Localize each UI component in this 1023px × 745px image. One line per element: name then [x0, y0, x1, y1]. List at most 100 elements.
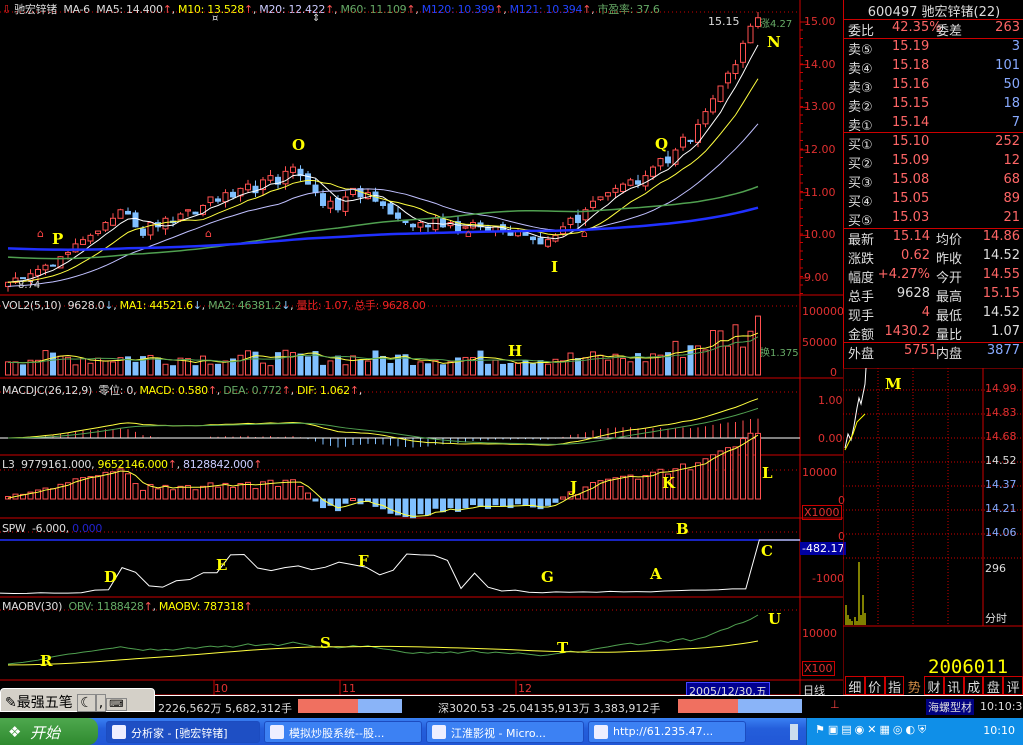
- ma60-line: [7, 185, 759, 260]
- taskbar-item[interactable]: 江淮影视 - Micro...: [426, 721, 584, 743]
- vol-title: VOL2(5,10): [2, 299, 62, 312]
- moon-icon[interactable]: ☾: [77, 694, 96, 712]
- l3-bar: [612, 477, 619, 500]
- l3-bar: [147, 483, 154, 500]
- annotation-b: B: [676, 520, 689, 538]
- volume-bar: [170, 365, 176, 376]
- stat-av: 0.62: [901, 248, 930, 263]
- ask-row: 卖⑤ 15.19 3: [848, 39, 1022, 58]
- tab-4[interactable]: 财: [924, 676, 944, 696]
- annotation-e: E: [216, 556, 228, 574]
- order-p: 15.14: [892, 115, 930, 130]
- order-l: 卖②: [848, 100, 873, 115]
- candle: [320, 193, 326, 206]
- system-tray: ⚑▣▤◉✕▦◎◐⛨ 10:10: [806, 718, 1023, 745]
- start-button[interactable]: ❖ 开始: [0, 718, 98, 745]
- period-label[interactable]: 日线: [803, 684, 825, 697]
- quote-title: 600497 驰宏锌锗(22): [867, 5, 1001, 20]
- tab-3[interactable]: 势: [904, 676, 925, 696]
- order-l: 卖③: [848, 81, 873, 96]
- tab-2[interactable]: 指: [884, 676, 905, 696]
- taskbar-item[interactable]: 模拟炒股系统--股...: [264, 721, 422, 743]
- ime-toolbar[interactable]: ✎最强五笔 ☾, ⌨: [0, 688, 155, 712]
- l3-bar: [642, 475, 649, 500]
- volume-bar: [35, 359, 41, 376]
- stat-a: 总手: [848, 290, 875, 305]
- l3-bar: [417, 498, 424, 515]
- l3-bar: [245, 481, 251, 500]
- volume-bar: [747, 330, 754, 376]
- volume-bar: [455, 357, 461, 376]
- candle: [290, 166, 296, 173]
- taskbar-scroll[interactable]: [790, 724, 798, 740]
- taskbar-item[interactable]: 分析家 - [驰宏锌锗]: [106, 721, 260, 743]
- order-p: 15.18: [892, 58, 930, 73]
- tab-6[interactable]: 成: [963, 676, 984, 696]
- tab-1[interactable]: 价: [864, 676, 885, 696]
- l3-bar: [185, 485, 191, 500]
- vol-tick: 100000: [802, 305, 844, 318]
- scrolling-ticker[interactable]: 海螺型材: [926, 699, 974, 715]
- volume-bar: [12, 361, 19, 376]
- l3-bar: [320, 498, 326, 509]
- tab-5[interactable]: 讯: [943, 676, 964, 696]
- candle: [425, 224, 431, 228]
- macd-zero: 零位: 0,: [98, 384, 137, 397]
- l3-bar: [282, 479, 289, 500]
- candle: [335, 197, 341, 211]
- l3-bar: [72, 478, 79, 500]
- l3-bar: [462, 498, 469, 509]
- l3-bar: [410, 498, 416, 519]
- l3-bar: [192, 489, 199, 500]
- tab-8[interactable]: 评: [1003, 676, 1023, 696]
- punctuation-icon[interactable]: ,: [95, 694, 107, 712]
- l3-value3: 8128842.000: [183, 458, 254, 471]
- l3-bar: [125, 473, 131, 500]
- intraday-label[interactable]: 分时: [985, 612, 1007, 625]
- intraday-chart[interactable]: [843, 368, 1023, 695]
- ma-label: MA-6: [63, 3, 90, 16]
- candle: [125, 210, 131, 215]
- crosshair-icon[interactable]: ¤: [212, 13, 219, 24]
- candle: [725, 72, 731, 84]
- candle: [95, 230, 101, 235]
- stat-bv: 1.07: [991, 324, 1020, 339]
- l3-bar: [252, 488, 259, 500]
- label: 委比: [848, 24, 875, 39]
- input-code[interactable]: 2006011: [928, 656, 1009, 678]
- obv-line: [7, 614, 759, 665]
- candle: [590, 200, 596, 208]
- volume-bar: [162, 363, 169, 376]
- diff-value: 263: [995, 20, 1020, 35]
- chart-canvas[interactable]: ⌂ ⌂ ⌂ ⌂: [0, 0, 843, 695]
- ma5-value: MA5: 14.400: [96, 3, 163, 16]
- volume-bar: [320, 364, 326, 376]
- order-l: 卖①: [848, 119, 873, 134]
- taskbar-item-label: 分析家 - [驰宏锌锗]: [131, 727, 228, 740]
- order-l: 买③: [848, 176, 873, 191]
- price-tick: 9.00: [804, 271, 829, 285]
- dif-value: DIF: 1.062: [296, 384, 350, 397]
- taskbar-item[interactable]: http://61.235.47...: [588, 721, 746, 743]
- volume-bar: [575, 358, 581, 376]
- stat-row: 金额 1430.2 量比 1.07: [848, 324, 1022, 343]
- candle: [327, 200, 334, 209]
- inner-value: 3877: [986, 343, 1020, 358]
- candle: [80, 239, 86, 245]
- order-l: 买④: [848, 195, 873, 210]
- spw-line: [0, 539, 800, 595]
- l3-bar: [215, 486, 221, 500]
- intraday-tick: 14.83: [985, 406, 1017, 419]
- stat-a: 最新: [848, 233, 875, 248]
- obv-header: MAOBV(30) OBV: 1188428↑, MAOBV: 787318↑: [2, 600, 253, 613]
- l3-bar: [402, 498, 409, 518]
- tab-0[interactable]: 细: [845, 676, 865, 696]
- tab-7[interactable]: 盘: [983, 676, 1004, 696]
- stat-bv: 14.52: [982, 305, 1020, 320]
- keyboard-icon[interactable]: ⌨: [106, 698, 127, 711]
- drag-handle-icon[interactable]: ⇕: [312, 13, 321, 24]
- stat-b: 最低: [936, 309, 963, 324]
- ime-name[interactable]: 最强五笔: [16, 695, 73, 711]
- tray-icons[interactable]: ⚑▣▤◉✕▦◎◐⛨: [815, 723, 930, 736]
- candle: [440, 218, 446, 228]
